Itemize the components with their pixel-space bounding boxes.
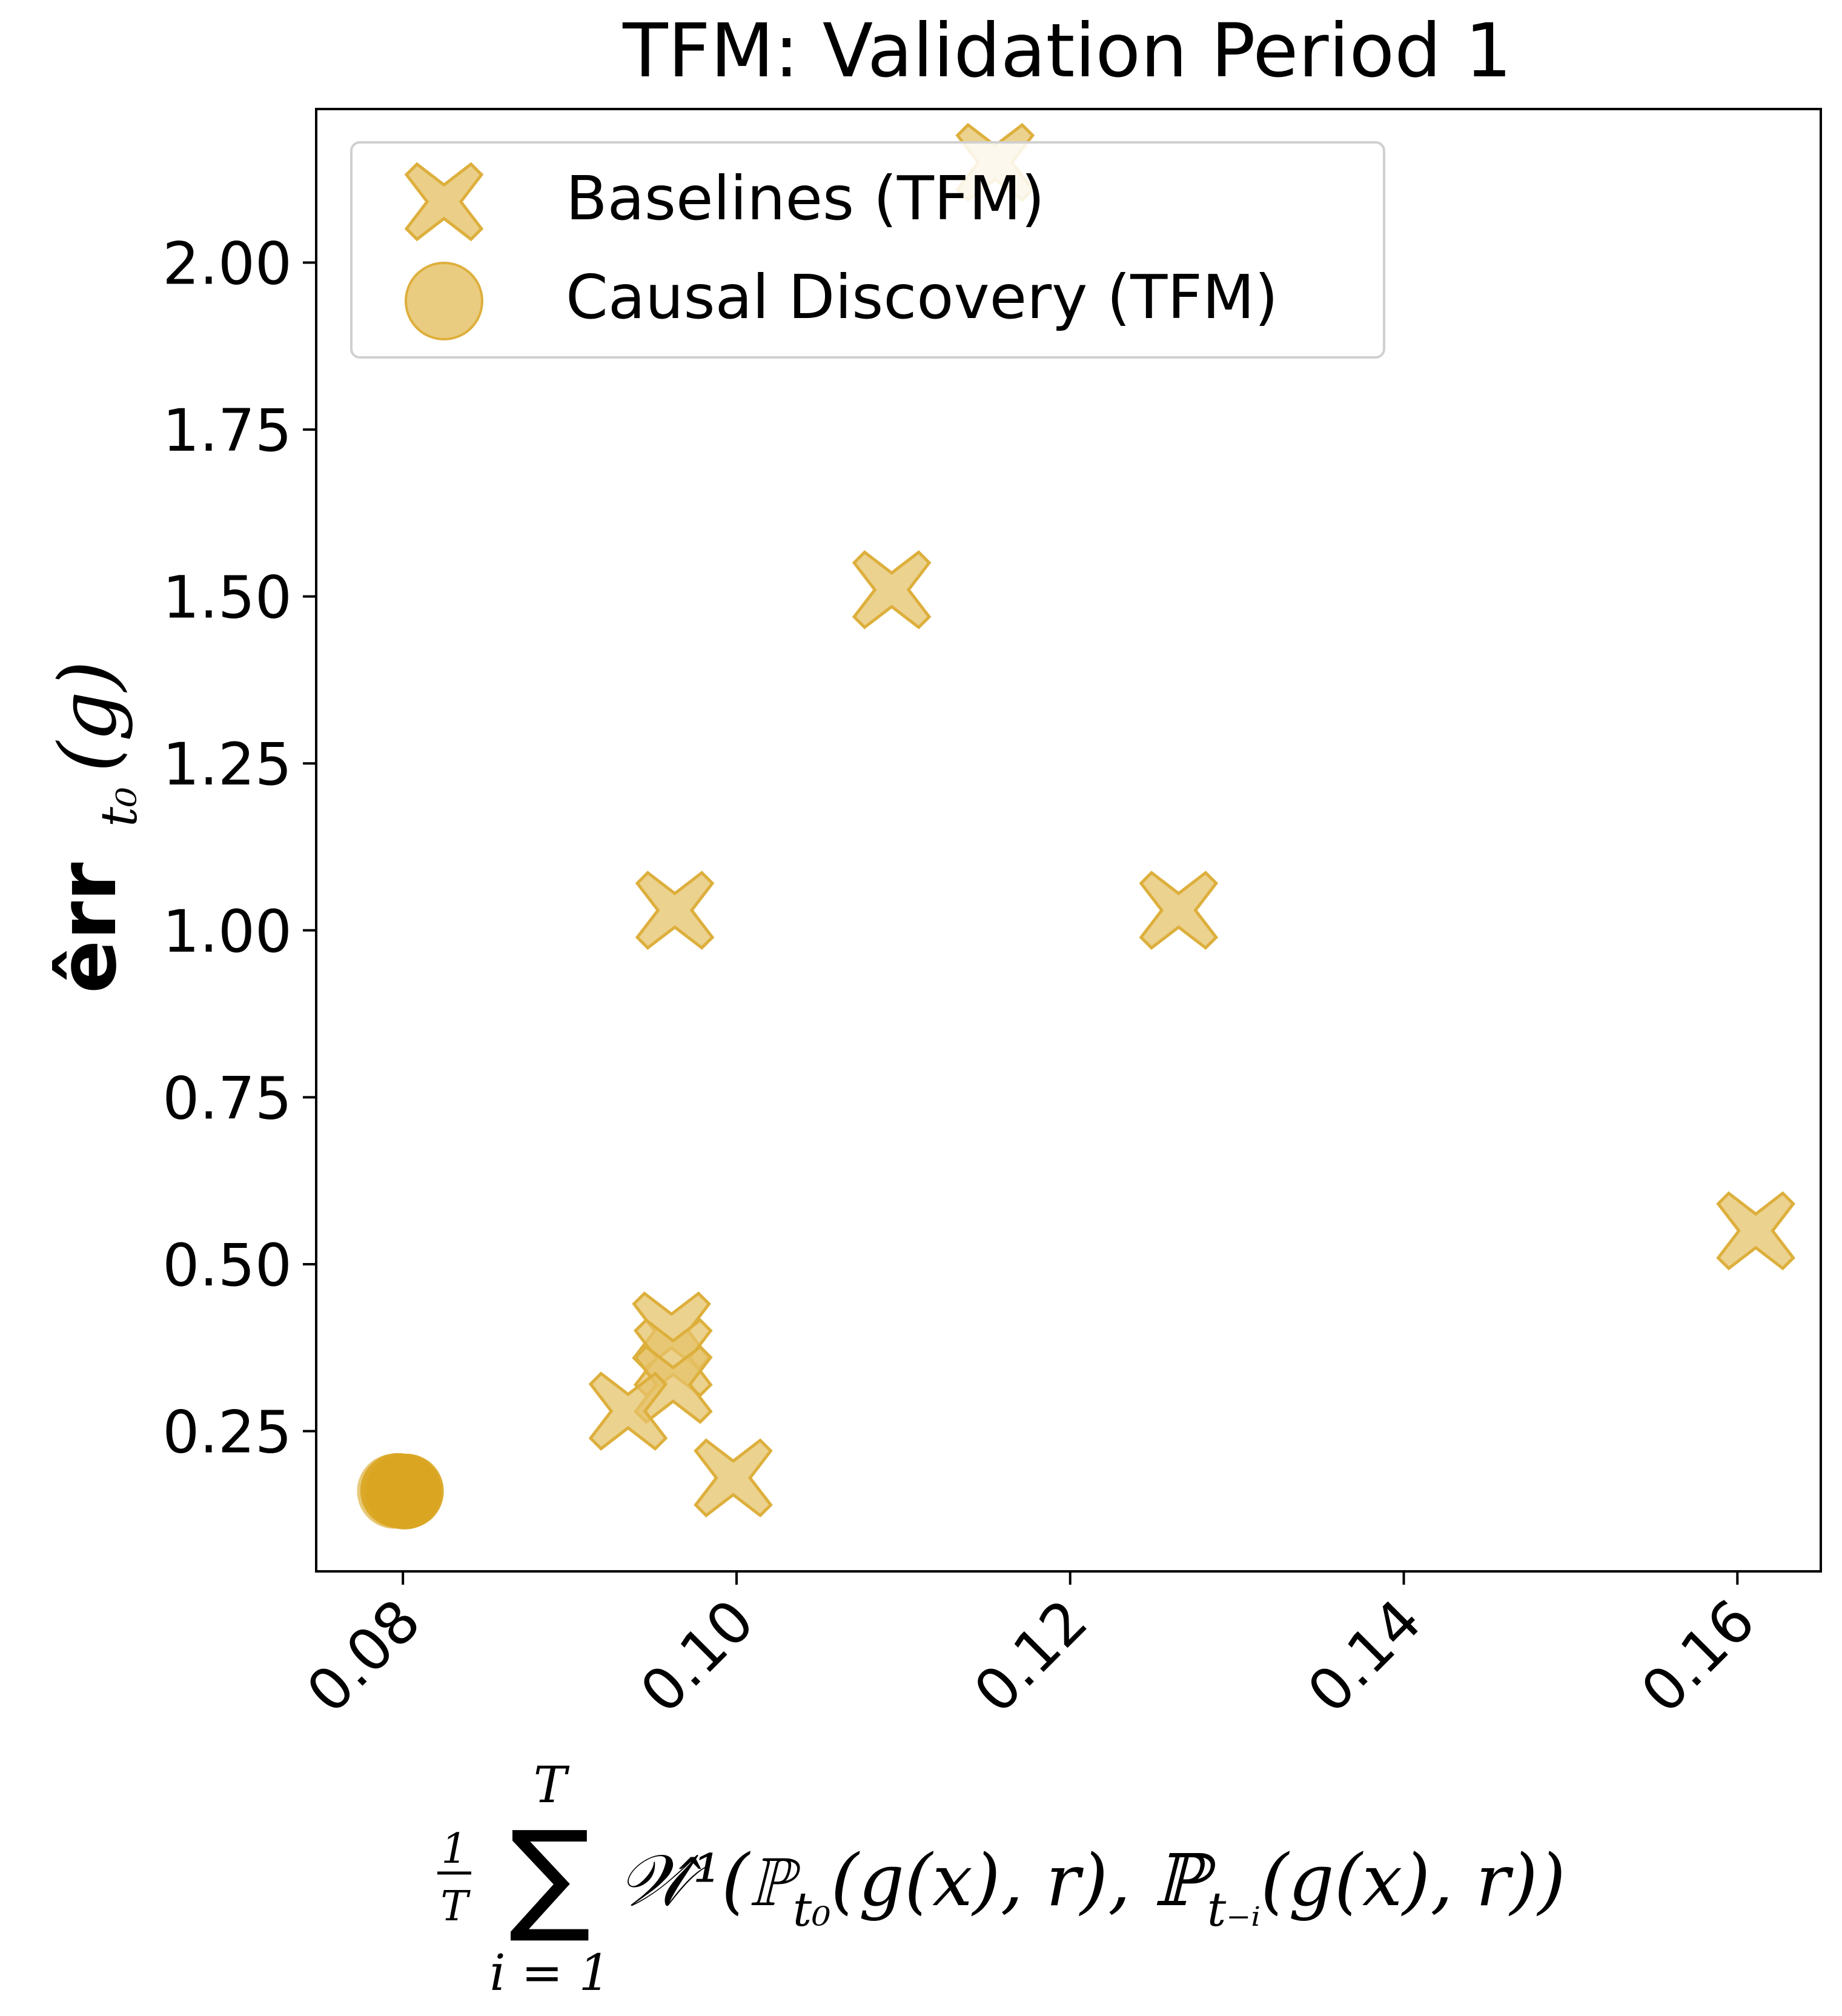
y-tick-label: 1.50 xyxy=(162,564,292,632)
y-label-sub: t₀ xyxy=(91,787,148,827)
y-axis: 0.25 0.50 0.75 1.00 1.25 1.50 1.75 2.00 xyxy=(162,230,316,1467)
legend-marker-causal-discovery xyxy=(405,262,483,340)
y-axis-label: êrr t₀ (g) xyxy=(42,660,148,993)
baseline-point xyxy=(1139,870,1219,950)
legend: Baselines (TFM) Causal Discovery (TFM) xyxy=(350,141,1385,359)
x-label-frac-den: T xyxy=(440,1883,471,1931)
x-label-mid: (g(x), r), ℙ xyxy=(831,1839,1217,1922)
legend-cross-shape xyxy=(404,162,484,242)
y-tick-label: 0.25 xyxy=(162,1399,292,1467)
x-label-frac-num: 1 xyxy=(441,1825,467,1873)
chart-title: TFM: Validation Period 1 xyxy=(622,8,1512,94)
baseline-point xyxy=(852,550,932,629)
svg-text:𝒲̂¹(ℙt₀(g(x), r), ℙt₋ᵢ(g(x),: 𝒲̂¹(ℙt₀(g(x), r), ℙt₋ᵢ(g(x), r)) xyxy=(618,1839,1566,1937)
y-tick-label: 2.00 xyxy=(162,230,292,298)
y-tick-label: 1.75 xyxy=(162,397,292,465)
x-tick-label: 0.16 xyxy=(1628,1587,1767,1726)
x-label-sub1: t₀ xyxy=(793,1883,831,1937)
svg-text:êrr: êrr xyxy=(42,863,134,993)
x-label-sum-bottom: i = 1 xyxy=(489,1945,610,2002)
legend-box xyxy=(350,141,1385,359)
x-tick-label: 0.14 xyxy=(1294,1587,1434,1726)
x-tick-label: 0.10 xyxy=(628,1587,767,1726)
y-tick-label: 0.75 xyxy=(162,1064,292,1132)
x-tick-label: 0.08 xyxy=(294,1587,433,1726)
x-label-sum-top: T xyxy=(534,1757,570,1814)
y-tick-label: 1.25 xyxy=(162,731,292,798)
x-label-body: 𝒲̂¹(ℙ xyxy=(618,1839,801,1922)
baseline-point xyxy=(635,870,715,950)
legend-label-causal-discovery: Causal Discovery (TFM) xyxy=(566,262,1278,333)
y-tick-label: 0.50 xyxy=(162,1232,292,1299)
baseline-point xyxy=(1716,1191,1795,1271)
legend-label-baselines: Baselines (TFM) xyxy=(566,163,1045,234)
y-label-tail: (g) xyxy=(42,660,134,772)
legend-marker-baselines xyxy=(404,162,484,242)
x-label-sum-symbol: ∑ xyxy=(509,1805,591,1946)
x-tick-label: 0.12 xyxy=(961,1587,1101,1726)
causal-discovery-series xyxy=(357,1453,444,1530)
causal-discovery-point xyxy=(366,1454,442,1530)
x-label-tail: (g(x), r)) xyxy=(1261,1839,1566,1922)
plot-frame xyxy=(315,108,1822,1573)
y-tick-label: 1.00 xyxy=(162,898,292,966)
y-label-main: êrr xyxy=(42,863,134,993)
x-label-sub2: t₋ᵢ xyxy=(1207,1883,1261,1937)
x-axis: 0.08 0.10 0.12 0.14 0.16 xyxy=(294,1571,1768,1726)
baseline-point xyxy=(588,1371,668,1451)
x-axis-label: 1 T ∑ T i = 1 𝒲̂¹(ℙt₀(g(x), r), ℙt₋ᵢ(g(x… xyxy=(437,1757,1566,2002)
baseline-point xyxy=(694,1438,773,1518)
